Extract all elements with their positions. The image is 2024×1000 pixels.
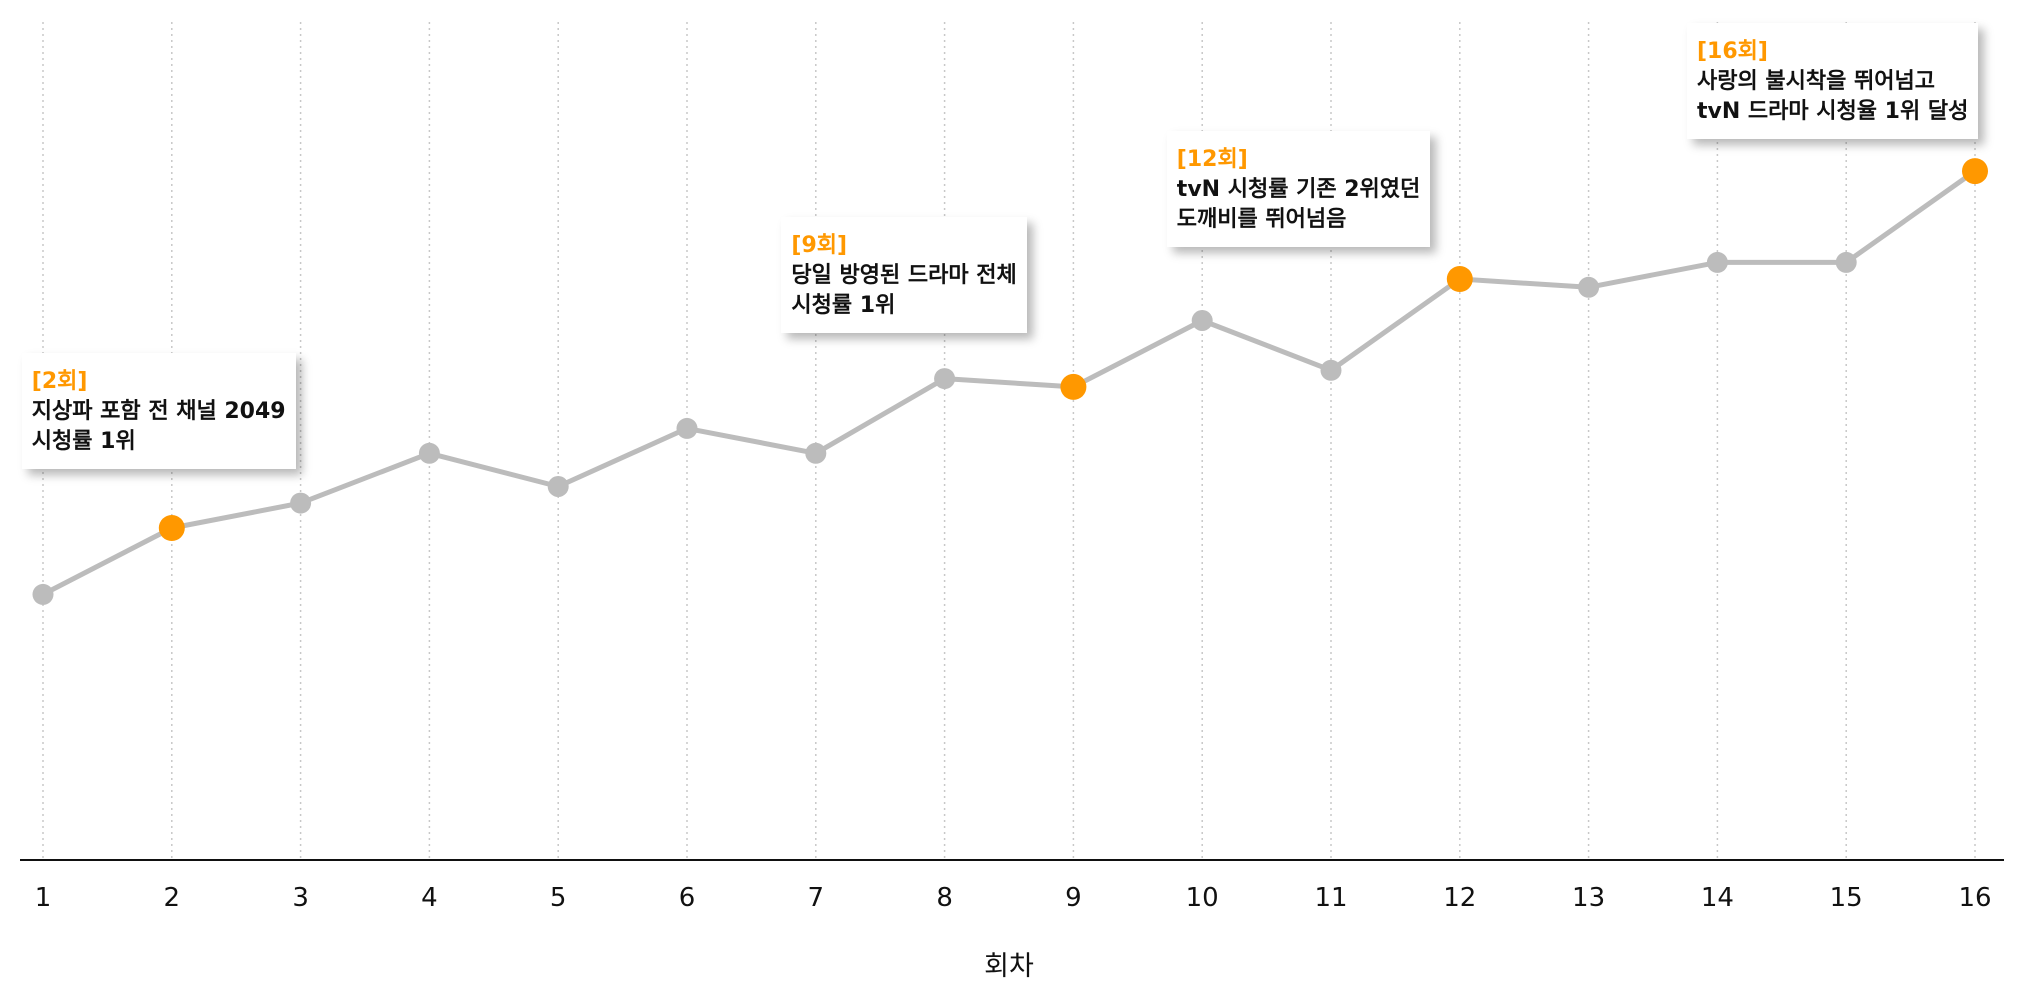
data-point-highlighted	[1446, 266, 1473, 292]
x-tick-label: 15	[1830, 883, 1863, 913]
annotation-episode: [16회]	[1697, 39, 1768, 65]
x-tick-label: 9	[1065, 883, 1082, 913]
x-axis-title: 회차	[984, 951, 1034, 982]
x-tick-label: 3	[292, 883, 309, 913]
annotation-text: 시청률 1위	[31, 429, 136, 454]
annotation-text: 시청률 1위	[791, 292, 896, 318]
data-point	[805, 442, 827, 464]
data-point	[1706, 251, 1728, 273]
data-point-highlighted	[1060, 373, 1087, 400]
annotation-box: [2회] 지상파 포함 전 채널 2049 시청률 1위	[21, 353, 296, 469]
annotation-text: tvN 드라마 시청율 1위 달성	[1697, 99, 1969, 125]
data-point-highlighted	[158, 515, 185, 541]
annotation-text: tvN 시청률 기존 2위였던	[1176, 177, 1421, 202]
annotation-text: 지상파 포함 전 채널 2049	[31, 399, 286, 424]
annotation-episode: [9회]	[791, 232, 848, 258]
x-tick-label: 6	[679, 883, 696, 913]
x-tick-labels: 1 2 3 4 5 6 7 8 9 10 11 12 13 14 15 16	[35, 883, 1992, 913]
data-points	[32, 158, 1988, 605]
annotation-text: 당일 방영된 드라마 전체	[791, 262, 1017, 288]
data-point	[1320, 359, 1342, 381]
x-tick-label: 11	[1314, 883, 1347, 913]
data-point	[32, 583, 54, 605]
data-point	[934, 368, 956, 390]
data-point	[1835, 251, 1857, 273]
series-line	[40, 168, 1978, 597]
x-tick-label: 5	[550, 883, 567, 913]
data-point	[1191, 310, 1213, 331]
x-tick-label: 4	[421, 883, 438, 913]
x-tick-label: 2	[164, 883, 181, 913]
data-point	[1578, 276, 1600, 298]
annotation-box: [16회] 사랑의 불시착을 뛰어넘고 tvN 드라마 시청율 1위 달성	[1687, 23, 1979, 140]
x-tick-label: 8	[936, 883, 953, 913]
data-point	[676, 417, 698, 439]
data-point	[290, 492, 312, 514]
grid-lines	[42, 22, 1976, 860]
x-tick-label: 12	[1443, 883, 1476, 913]
data-point	[547, 476, 569, 497]
annotation-text: 도깨비를 뛰어넘음	[1176, 207, 1347, 232]
x-tick-label: 16	[1958, 883, 1991, 913]
x-tick-label: 14	[1701, 883, 1734, 913]
annotation-episode: [12회]	[1176, 147, 1248, 172]
x-tick-label: 1	[35, 883, 52, 913]
data-point	[418, 442, 440, 464]
annotation-text: 사랑의 불시착을 뛰어넘고	[1697, 69, 1935, 95]
annotation-episode: [2회]	[31, 369, 88, 394]
data-point-highlighted	[1962, 158, 1988, 185]
x-tick-label: 10	[1186, 883, 1219, 913]
x-tick-label: 7	[808, 883, 825, 913]
x-tick-label: 13	[1572, 883, 1605, 913]
